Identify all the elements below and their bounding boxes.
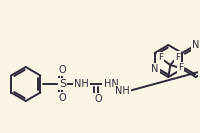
Text: HN: HN xyxy=(104,79,118,89)
Text: F: F xyxy=(158,53,163,63)
Text: O: O xyxy=(94,94,102,104)
Text: O: O xyxy=(59,93,66,103)
Text: F: F xyxy=(178,63,183,72)
Text: F: F xyxy=(175,53,180,61)
Text: N: N xyxy=(151,64,158,74)
Text: NH: NH xyxy=(74,79,89,89)
Text: NH: NH xyxy=(115,86,130,97)
Text: O: O xyxy=(59,65,66,75)
Text: N: N xyxy=(192,40,200,50)
Text: S: S xyxy=(59,79,66,89)
